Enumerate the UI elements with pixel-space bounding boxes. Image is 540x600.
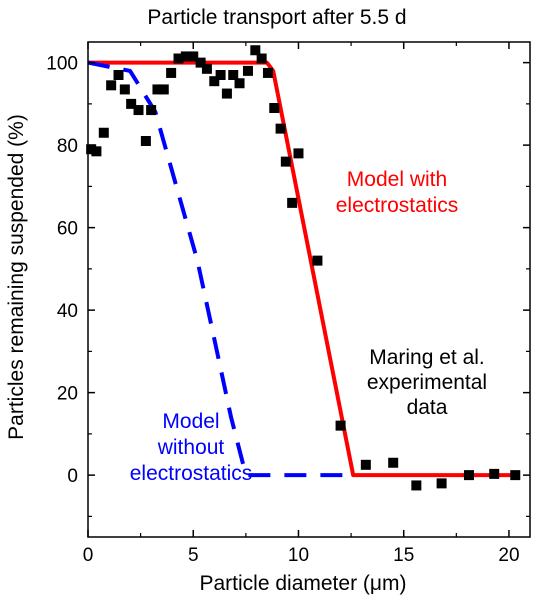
annotation-experimental-data-line: Maring et al. [369, 346, 485, 369]
data-point [140, 136, 151, 146]
data-point [215, 70, 226, 80]
y-tick-label: 20 [57, 384, 78, 405]
data-point [173, 53, 184, 64]
model-without-electrostatics-line [87, 60, 354, 478]
data-point [335, 420, 346, 431]
x-axis-label: Particle diameter (μm) [200, 572, 407, 595]
data-point [360, 459, 371, 470]
data-point [280, 156, 291, 167]
data-point [510, 470, 521, 481]
y-tick-label: 80 [57, 136, 78, 157]
data-point [293, 148, 304, 159]
annotation-model-without-electrostatics-line: electrostatics [130, 462, 253, 485]
data-point [158, 84, 169, 95]
annotation-model-without-electrostatics-line: Model [162, 410, 219, 433]
data-point [463, 470, 474, 481]
annotation-model-without-electrostatics-line: without [157, 436, 225, 459]
model-with-electrostatics-line [88, 60, 520, 478]
data-point [146, 105, 157, 116]
data-point [312, 255, 323, 266]
data-point [262, 67, 273, 78]
model-lines [87, 60, 520, 478]
annotation-experimental-data-line: experimental [367, 371, 487, 394]
data-point [287, 197, 298, 208]
data-point [250, 45, 261, 56]
data-point [133, 105, 144, 116]
data-point [98, 127, 109, 138]
data-point [188, 51, 199, 62]
data-point [166, 67, 177, 78]
y-tick-label: 40 [57, 301, 78, 322]
data-point [234, 78, 245, 89]
data-point [411, 480, 422, 491]
experimental-points [86, 45, 521, 491]
data-point [119, 84, 130, 95]
annotation-model-with-electrostatics-line: Model with [347, 168, 447, 191]
x-tick-label: 5 [188, 545, 199, 566]
x-tick-label: 0 [83, 545, 94, 566]
axes: 0 5 10 15 20 0 20 40 60 80 100 [46, 41, 531, 566]
y-tick-label: 100 [46, 54, 78, 75]
annotation-experimental-data-line: data [407, 396, 448, 419]
data-point [106, 80, 117, 91]
data-point [91, 146, 102, 157]
x-tick-label: 20 [498, 545, 519, 566]
data-point [126, 98, 137, 109]
data-point [436, 478, 447, 489]
data-point [209, 76, 220, 87]
annotations: Model with electrostatics Maring et al.exp… [130, 168, 487, 485]
data-point [86, 144, 97, 155]
data-point [242, 65, 253, 76]
data-point [388, 457, 399, 468]
data-point [275, 123, 286, 134]
chart-title: Particle transport after 5.5 d [147, 6, 406, 29]
data-point [113, 70, 124, 80]
plot-frame [87, 41, 531, 538]
data-point [180, 51, 191, 62]
data-point [228, 70, 239, 80]
data-point [221, 88, 232, 99]
y-tick-label: 60 [57, 219, 78, 240]
data-point [256, 53, 267, 64]
data-point [152, 84, 163, 95]
data-point [195, 57, 206, 68]
y-axis-label: Particles remaining suspended (%) [5, 114, 28, 440]
x-tick-label: 15 [393, 545, 414, 566]
data-point [269, 103, 280, 113]
y-tick-label: 0 [67, 466, 78, 487]
data-point [489, 468, 500, 479]
x-tick-label: 10 [288, 545, 309, 566]
data-point [201, 63, 212, 74]
annotation-model-with-electrostatics-line: electrostatics [336, 194, 459, 217]
